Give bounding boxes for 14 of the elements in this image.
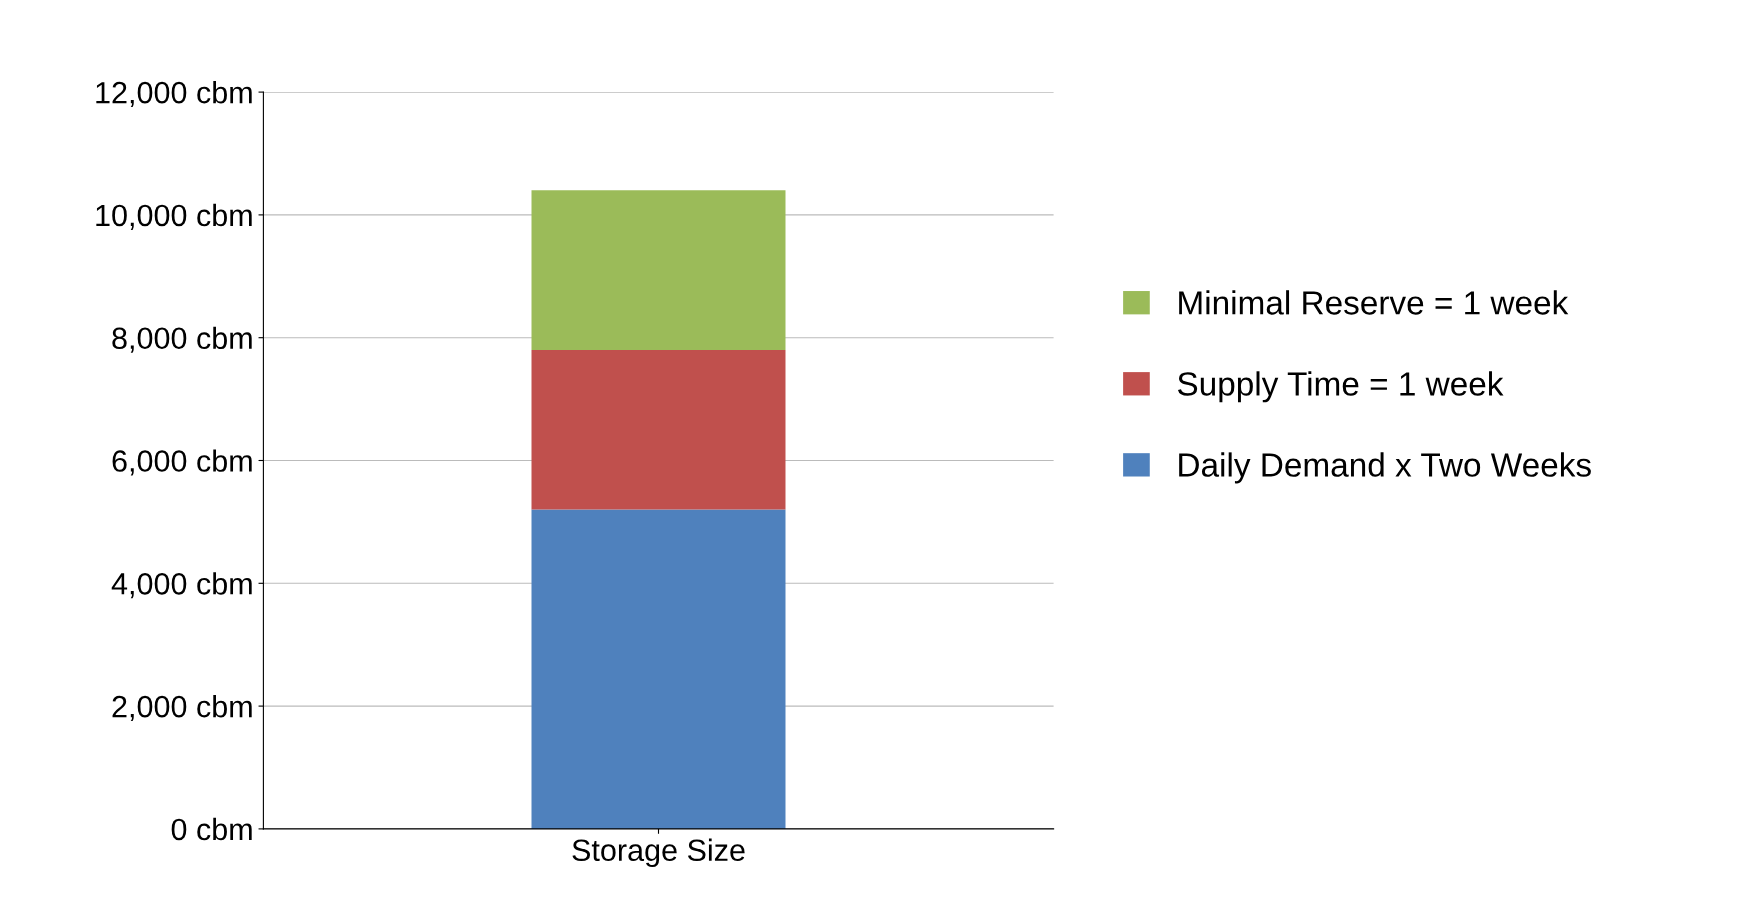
bar: [531, 349, 786, 510]
bar: [531, 509, 786, 829]
y-tick-label: 2,000 cbm: [112, 695, 252, 722]
y-tick-label: 0 cbm: [171, 817, 252, 841]
x-tick-label: Storage Size: [572, 838, 745, 868]
y-tick-label: 10,000 cbm: [96, 203, 252, 230]
legend-label: Daily Demand x Two Weeks: [1179, 452, 1591, 484]
bar: [531, 190, 786, 350]
legend-label: Minimal Reserve = 1 week: [1179, 290, 1569, 315]
legend-label: Supply Time = 1 week: [1177, 371, 1504, 403]
y-tick-label: 8,000 cbm: [112, 326, 252, 353]
y-tick-label: 12,000 cbm: [96, 81, 252, 108]
y-tick-label: 4,000 cbm: [111, 572, 252, 599]
y-tick-label: 6,000 cbm: [112, 449, 252, 476]
